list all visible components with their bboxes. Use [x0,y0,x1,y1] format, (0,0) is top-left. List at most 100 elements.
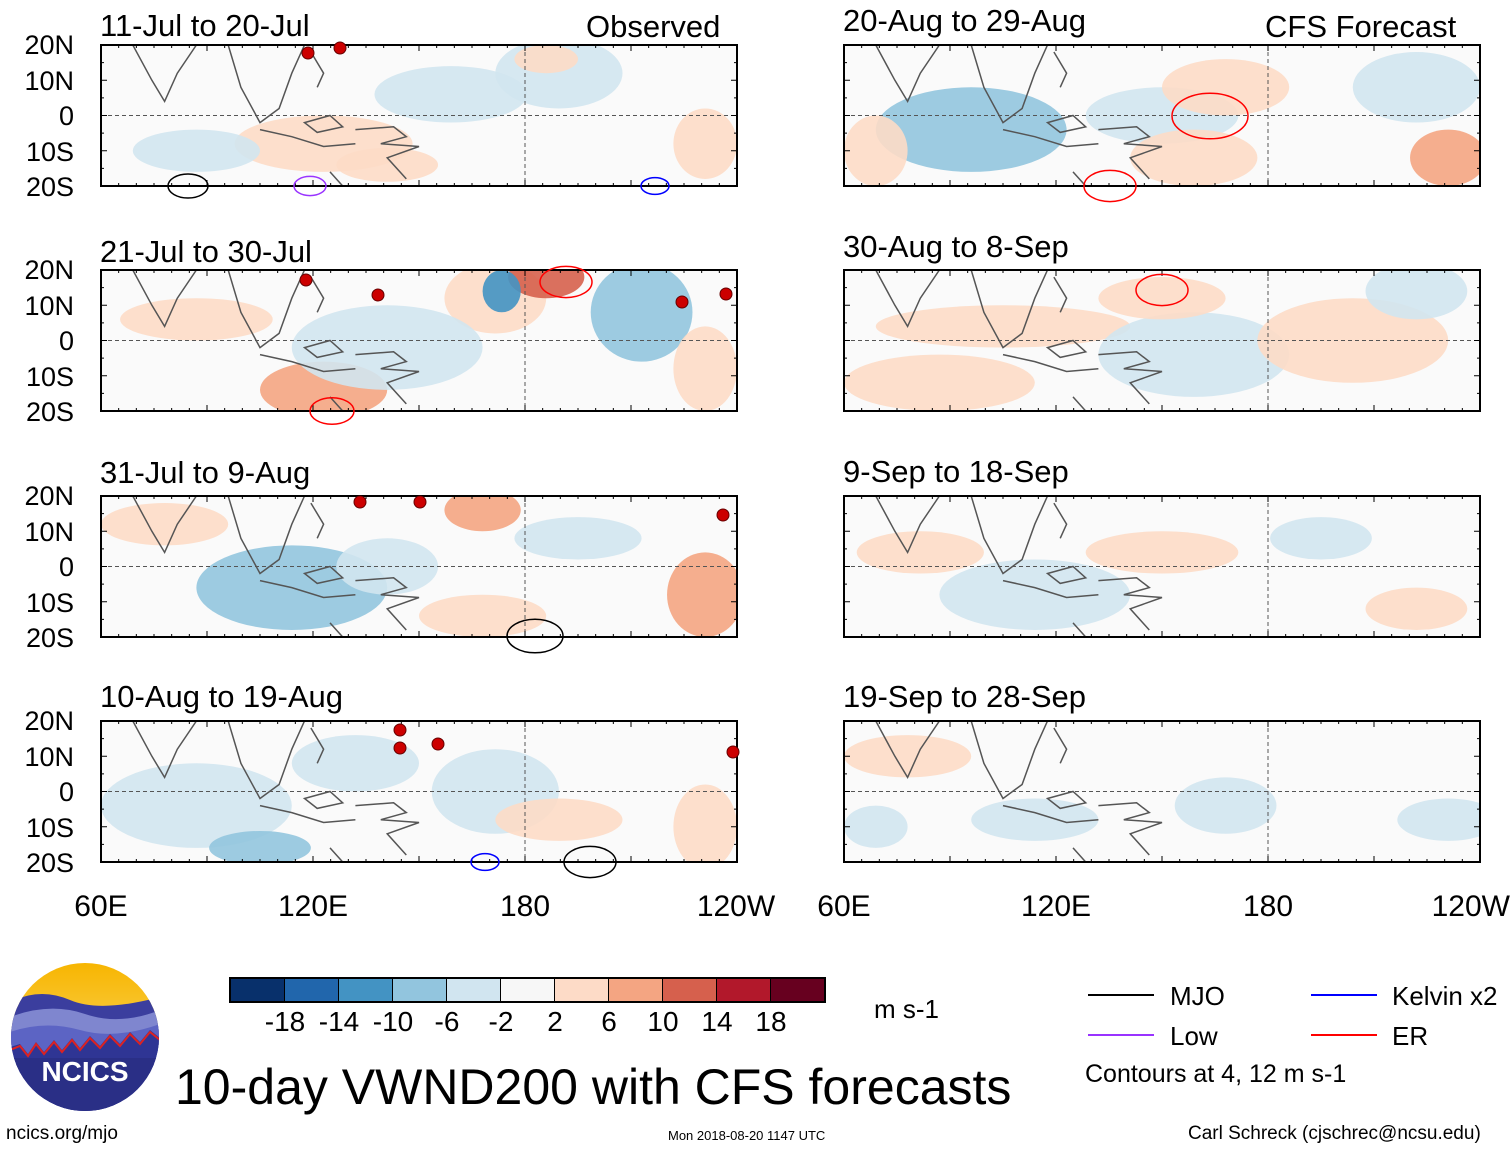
lat-label: 0 [58,777,74,807]
anomaly-region [1352,52,1480,123]
anomaly-region [844,735,972,778]
anomaly-region [844,115,908,186]
anomaly-region [291,305,483,390]
colorbar-tick-label: 10 [647,1006,679,1037]
storm-marker-icon [431,737,445,751]
contour-line [167,173,209,199]
lat-label: 0 [58,552,74,582]
panel-frame [100,44,738,187]
panel-label-observed: Observed [586,9,721,44]
map-panel [100,720,738,863]
storm-marker-icon [393,723,407,737]
colorbar-swatch [393,979,447,1001]
map-panel [843,269,1481,412]
colorbar-unit: m s-1 [874,994,939,1024]
lat-label: 10S [25,137,74,167]
anomaly-region [844,354,1035,411]
anomaly-region [673,108,737,179]
anomaly-region [1130,129,1258,186]
anomaly-region [1397,798,1480,841]
map-panel [843,495,1481,638]
contour-line [1135,273,1189,307]
lon-label: 120W [696,890,776,923]
map-panel [100,44,738,187]
lat-label: 10N [24,66,74,96]
panel-title-fc1: 20-Aug to 29-Aug [843,3,1087,38]
lon-label: 60E [74,890,128,923]
anomaly-region [132,129,260,172]
lon-label: 180 [1242,890,1294,923]
storm-marker-icon [371,288,385,302]
panel-frame [100,269,738,412]
lon-label: 120W [1431,890,1510,923]
anomaly-region [101,763,292,848]
legend-er-label: ER [1392,1021,1429,1051]
anomaly-region [1098,277,1226,320]
anomaly-region [971,798,1099,841]
contour-line [309,397,355,425]
storm-marker-icon [413,495,427,509]
logo-text: NCICS [41,1056,128,1087]
anomaly-region [120,298,273,341]
anomaly-region [1162,59,1290,116]
colorbar-tick-label: 14 [701,1006,733,1037]
panel-title-obs4: 10-Aug to 19-Aug [100,679,344,714]
lat-label: 20N [24,706,74,736]
colorbar-swatch [501,979,555,1001]
footer-right: Carl Schreck (cjschrec@ncsu.edu) [1188,1123,1481,1144]
anomaly-region [1257,298,1449,383]
legend-low-line [1088,1034,1154,1036]
anomaly-region [1270,517,1372,560]
map-panel [100,495,738,638]
colorbar-tick-label: -10 [372,1006,414,1037]
colorbar [229,977,826,1003]
lat-label: 10N [24,517,74,547]
panel-title-fc3: 9-Sep to 18-Sep [843,454,1069,489]
lat-label: 10S [25,588,74,618]
anomaly-region [1365,270,1468,320]
anomaly-region [374,66,528,123]
panel-title-obs2: 21-Jul to 30-Jul [100,234,312,269]
colorbar-swatch [771,979,824,1001]
anomaly-region [856,531,984,574]
panel-frame [843,720,1481,863]
anomaly-region [590,270,693,362]
colorbar-tick-label: -2 [488,1006,514,1037]
anomaly-region [1098,312,1290,397]
main-title: 10-day VWND200 with CFS forecasts [175,1059,1012,1115]
contour-line [293,175,327,197]
lat-label: 20S [25,623,74,653]
anomaly-region [875,305,1131,348]
map-panel [843,720,1481,863]
colorbar-swatch [609,979,663,1001]
legend-kelvin-label: Kelvin x2 [1392,981,1498,1011]
storm-marker-icon [726,745,740,759]
anomaly-region [1174,777,1277,834]
lon-label: 120E [1020,890,1092,923]
panel-title-fc4: 19-Sep to 28-Sep [843,679,1087,714]
legend-er-line [1311,1034,1377,1036]
storm-marker-icon [333,41,347,55]
anomaly-region [444,496,521,532]
lon-label: 120E [277,890,349,923]
panel-label-cfs: CFS Forecast [1265,9,1457,44]
anomaly-region [336,538,439,595]
panel-frame [843,269,1481,412]
lat-label: 10S [25,362,74,392]
anomaly-region [875,87,1067,172]
colorbar-swatch [717,979,771,1001]
colorbar-swatch [285,979,339,1001]
panel-title-fc2: 30-Aug to 8-Sep [843,229,1069,264]
anomaly-region [508,270,585,299]
panel-frame [843,44,1481,187]
ncics-logo: NCICS [11,963,159,1111]
colorbar-tick-label: -18 [264,1006,306,1037]
anomaly-region [336,147,439,182]
anomaly-region [1085,531,1239,574]
lat-label: 20S [25,397,74,427]
anomaly-region [514,517,642,560]
panel-title-obs1: 11-Jul to 20-Jul [100,8,310,43]
map-panel [100,269,738,412]
anomaly-region [939,559,1131,630]
